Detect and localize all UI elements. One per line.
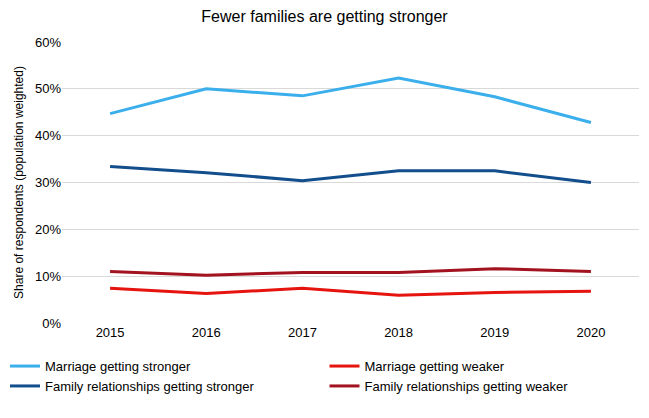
svg-text:Marriage getting weaker: Marriage getting weaker [365,359,505,374]
svg-text:Share of respondents (populati: Share of respondents (population weighte… [12,66,26,299]
svg-text:2017: 2017 [288,325,317,340]
svg-text:10%: 10% [35,269,61,284]
svg-text:Family relationships getting s: Family relationships getting stronger [45,379,254,394]
svg-text:2020: 2020 [576,325,605,340]
svg-text:Fewer families are getting str: Fewer families are getting stronger [201,8,448,25]
svg-text:40%: 40% [35,128,61,143]
svg-text:50%: 50% [35,81,61,96]
svg-text:20%: 20% [35,222,61,237]
svg-text:Marriage getting stronger: Marriage getting stronger [45,359,191,374]
svg-text:2019: 2019 [480,325,509,340]
svg-text:2016: 2016 [192,325,221,340]
svg-text:2015: 2015 [96,325,125,340]
svg-text:30%: 30% [35,175,61,190]
svg-text:2018: 2018 [384,325,413,340]
svg-text:60%: 60% [35,35,61,50]
svg-text:0%: 0% [42,316,61,331]
svg-text:Family relationships getting w: Family relationships getting weaker [365,379,569,394]
